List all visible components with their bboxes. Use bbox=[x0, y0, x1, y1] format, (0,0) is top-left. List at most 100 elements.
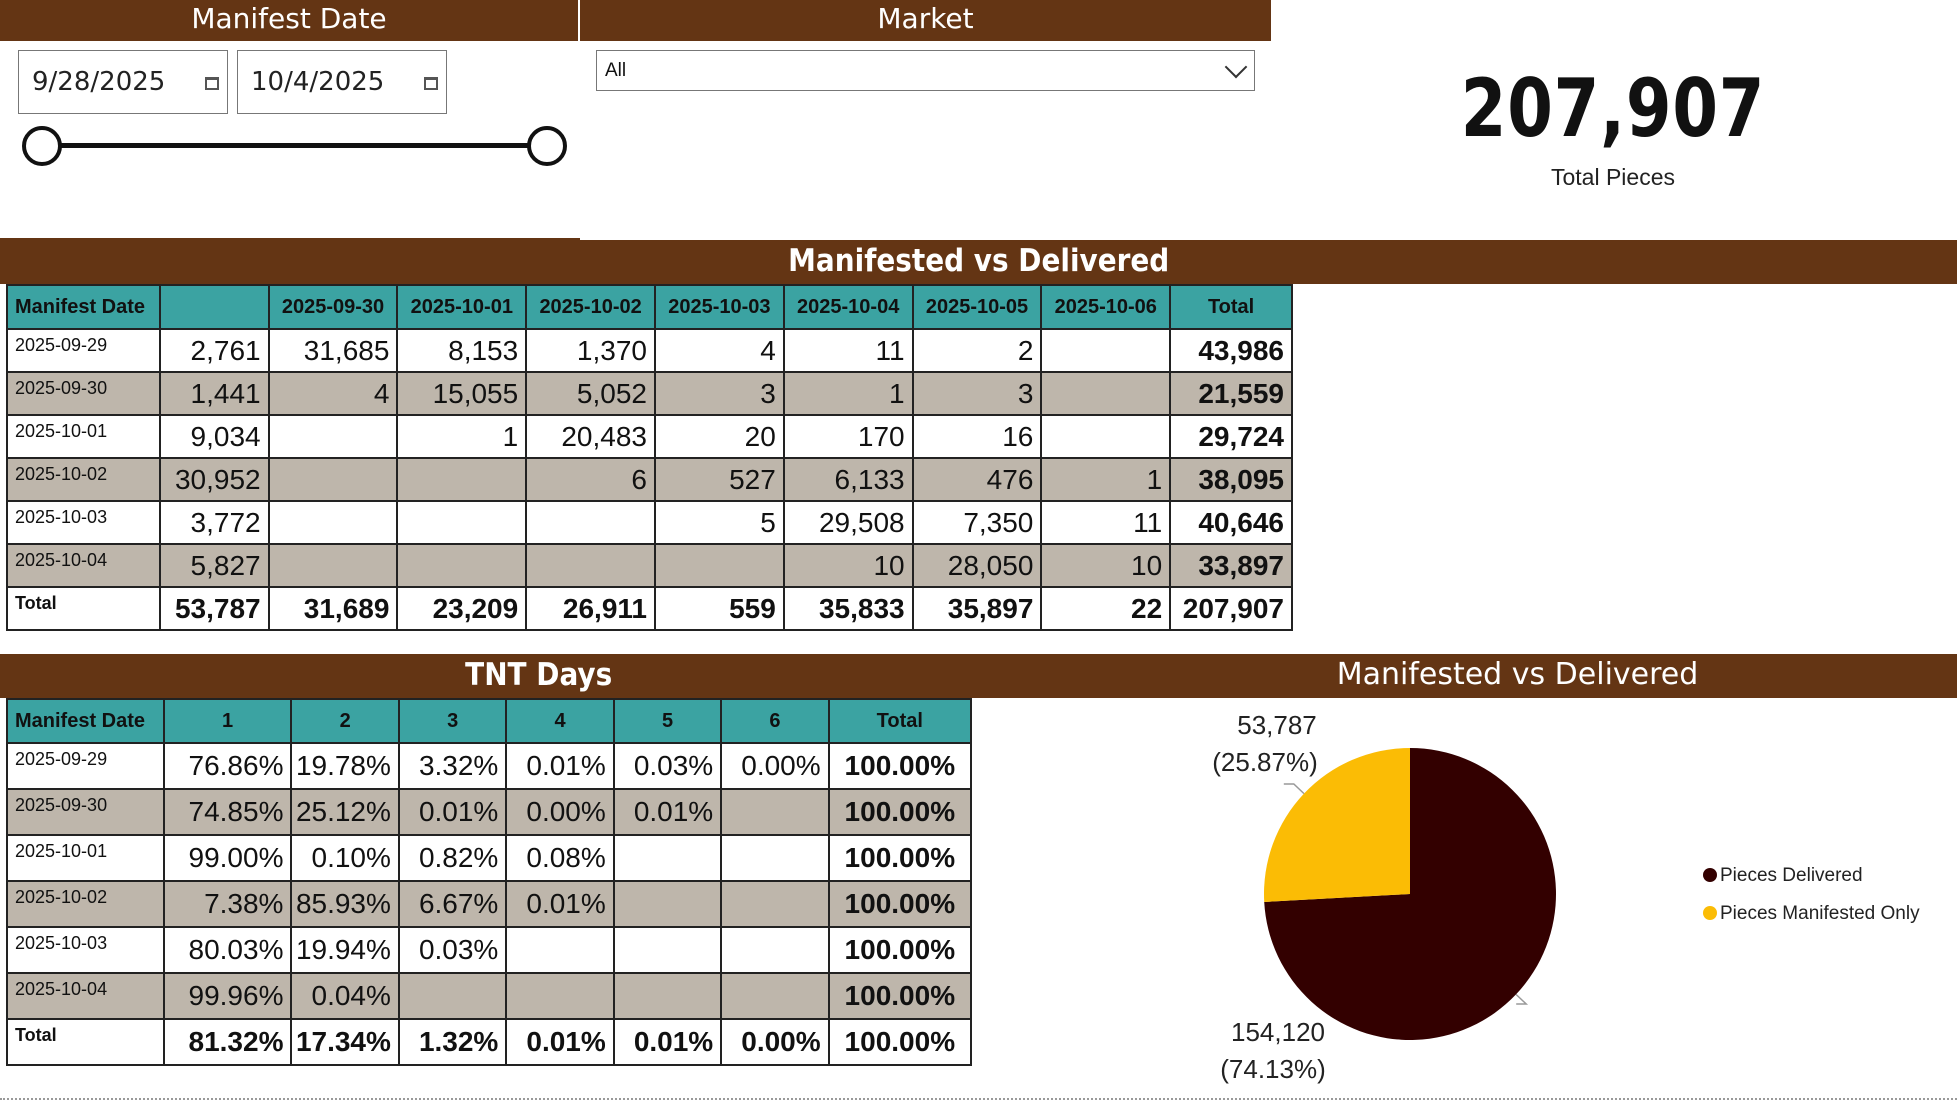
table-cell: 3 bbox=[654, 371, 785, 416]
table-cell: 1 bbox=[396, 414, 528, 459]
table-cell: 6.67% bbox=[397, 880, 508, 928]
table-cell bbox=[397, 972, 508, 1020]
table-cell bbox=[720, 880, 830, 928]
table-cell: 527 bbox=[654, 457, 785, 502]
end-date-value: 10/4/2025 bbox=[251, 67, 385, 97]
row-label: 2025-09-29 bbox=[6, 328, 161, 373]
pie-slice-pieces-delivered[interactable] bbox=[1264, 748, 1556, 1040]
column-header[interactable]: 2025-10-04 bbox=[782, 284, 914, 330]
table-cell: 99.00% bbox=[162, 834, 293, 882]
table-cell: 0.00% bbox=[720, 742, 830, 790]
column-header[interactable]: 2 bbox=[290, 698, 400, 744]
table-cell bbox=[396, 543, 528, 588]
table-cell bbox=[267, 457, 399, 502]
table-cell: 22 bbox=[1040, 586, 1172, 631]
table-cell: 11 bbox=[1040, 500, 1172, 545]
column-header[interactable]: 4 bbox=[505, 698, 615, 744]
table-cell: 10 bbox=[782, 543, 914, 588]
start-date-input[interactable]: 9/28/2025 bbox=[18, 50, 228, 114]
column-header[interactable]: Total bbox=[827, 698, 973, 744]
table-cell bbox=[1040, 371, 1172, 416]
table-cell: 26,911 bbox=[525, 586, 656, 631]
column-header[interactable]: 6 bbox=[720, 698, 830, 744]
row-total-cell: 43,986 bbox=[1169, 328, 1293, 373]
row-total-cell: 100.00% bbox=[827, 972, 973, 1020]
row-label: 2025-10-02 bbox=[6, 880, 165, 928]
manifested-only-pct-label: (25.87%) bbox=[1212, 747, 1318, 777]
table-cell: 3 bbox=[911, 371, 1043, 416]
column-header[interactable]: 2025-10-03 bbox=[654, 284, 785, 330]
table-cell: 53,787 bbox=[158, 586, 270, 631]
legend-item-pieces-manifested-only[interactable]: Pieces Manifested Only bbox=[1703, 903, 1920, 925]
column-header[interactable]: 1 bbox=[162, 698, 293, 744]
table-cell bbox=[1040, 414, 1172, 459]
column-header[interactable]: 2025-09-30 bbox=[267, 284, 399, 330]
row-total-cell: 100.00% bbox=[827, 742, 973, 790]
column-header[interactable]: Total bbox=[1169, 284, 1293, 330]
date-range-track[interactable] bbox=[40, 143, 548, 148]
table-cell: 10 bbox=[1040, 543, 1172, 588]
manifested-vs-delivered-matrix: Manifest Date 2025-09-30 2025-10-01 2025-10… bbox=[6, 284, 1293, 631]
column-header[interactable] bbox=[158, 284, 270, 330]
column-header[interactable]: 3 bbox=[397, 698, 508, 744]
row-total-cell: 100.00% bbox=[827, 880, 973, 928]
table-cell bbox=[720, 926, 830, 974]
table-cell: 1,441 bbox=[158, 371, 270, 416]
table-cell: 1,370 bbox=[525, 328, 656, 373]
table-cell bbox=[267, 500, 399, 545]
date-range-end-handle[interactable] bbox=[527, 126, 567, 166]
table-cell: 30,952 bbox=[158, 457, 270, 502]
pie-slice-pieces-manifested-only[interactable] bbox=[1264, 748, 1410, 902]
table-cell: 6 bbox=[525, 457, 656, 502]
table-cell: 20,483 bbox=[525, 414, 656, 459]
table-cell: 0.00% bbox=[505, 788, 615, 836]
table-cell: 80.03% bbox=[162, 926, 293, 974]
row-label: 2025-09-30 bbox=[6, 371, 161, 416]
legend-item-pieces-delivered[interactable]: Pieces Delivered bbox=[1703, 865, 1863, 887]
table-row: 2025-09-29 76.86% 19.78% 3.32% 0.01% 0.03% 0.0… bbox=[6, 742, 973, 790]
table-row: 2025-10-04 99.96% 0.04% 100.00% bbox=[6, 972, 973, 1020]
column-header[interactable]: 2025-10-06 bbox=[1040, 284, 1172, 330]
end-date-input[interactable]: 10/4/2025 bbox=[237, 50, 447, 114]
calendar-icon[interactable] bbox=[205, 77, 219, 90]
legend-label: Pieces Manifested Only bbox=[1720, 903, 1920, 924]
table-cell: 170 bbox=[782, 414, 914, 459]
row-label: 2025-10-04 bbox=[6, 543, 161, 588]
date-range-start-handle[interactable] bbox=[22, 126, 62, 166]
table-row: 2025-10-03 3,772 5 29,508 7,350 11 40,646 bbox=[6, 500, 1293, 545]
table-cell: 4 bbox=[267, 371, 399, 416]
table-row: 2025-10-01 99.00% 0.10% 0.82% 0.08% 100.00% bbox=[6, 834, 973, 882]
calendar-icon[interactable] bbox=[424, 77, 438, 90]
row-label: 2025-09-30 bbox=[6, 788, 165, 836]
row-label: 2025-10-04 bbox=[6, 972, 165, 1020]
table-cell bbox=[396, 457, 528, 502]
market-dropdown[interactable]: All bbox=[596, 50, 1255, 91]
table-cell bbox=[720, 834, 830, 882]
column-header[interactable]: 2025-10-05 bbox=[911, 284, 1043, 330]
table-cell: 5,827 bbox=[158, 543, 270, 588]
table-row: 2025-10-01 9,034 1 20,483 20 170 16 29,724 bbox=[6, 414, 1293, 459]
divider bbox=[0, 238, 580, 240]
table-cell: 1 bbox=[782, 371, 914, 416]
table-cell: 2 bbox=[911, 328, 1043, 373]
row-label: 2025-10-02 bbox=[6, 457, 161, 502]
column-header[interactable]: 2025-10-01 bbox=[396, 284, 528, 330]
row-label: 2025-10-03 bbox=[6, 500, 161, 545]
pie-chart-title: Manifested vs Delivered bbox=[1078, 654, 1957, 698]
manifested-only-value-label: 53,787 bbox=[1237, 710, 1317, 740]
column-header[interactable]: 2025-10-02 bbox=[525, 284, 656, 330]
row-total-cell: 207,907 bbox=[1169, 586, 1293, 631]
table-cell bbox=[612, 834, 723, 882]
table-row: 2025-10-02 7.38% 85.93% 6.67% 0.01% 100.00% bbox=[6, 880, 973, 928]
total-row: Total 81.32% 17.34% 1.32% 0.01% 0.01% 0.00% 100… bbox=[6, 1018, 973, 1066]
table-row: 2025-09-29 2,761 31,685 8,153 1,370 4 11 2 43,98… bbox=[6, 328, 1293, 373]
table-cell: 0.01% bbox=[612, 788, 723, 836]
column-header[interactable]: 5 bbox=[612, 698, 723, 744]
table-cell bbox=[525, 500, 656, 545]
row-header-title[interactable]: Manifest Date bbox=[6, 698, 165, 744]
table-cell: 0.00% bbox=[720, 1018, 830, 1066]
chevron-down-icon[interactable] bbox=[1224, 55, 1248, 79]
row-header-title[interactable]: Manifest Date bbox=[6, 284, 161, 330]
tnt-matrix-title: TNT Days bbox=[0, 654, 1078, 698]
total-pieces-value: 207,907 bbox=[1460, 62, 1766, 155]
